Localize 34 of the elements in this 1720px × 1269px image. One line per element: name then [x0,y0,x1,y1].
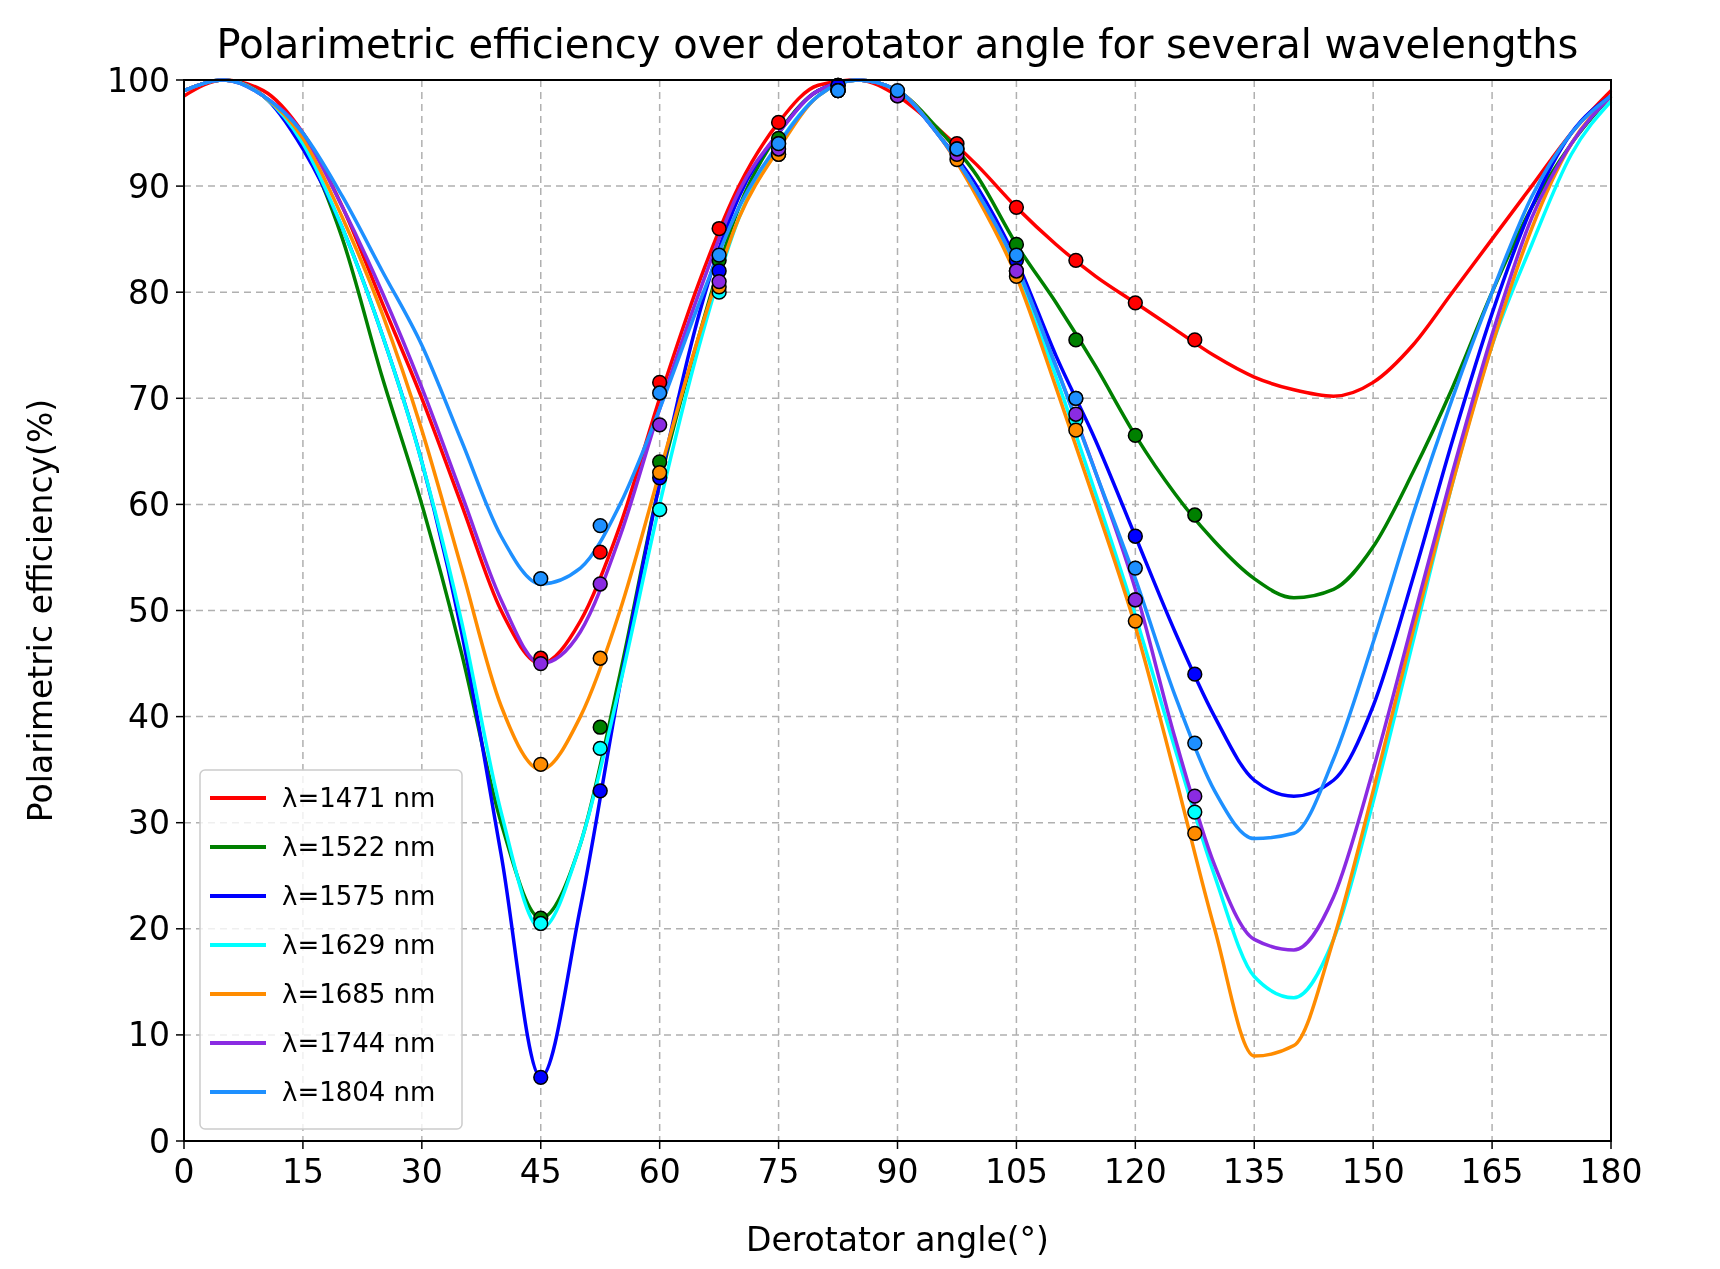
y-tick-label: 70 [128,378,170,418]
y-tick-label: 10 [128,1015,170,1055]
x-tick-label: 75 [757,1152,800,1191]
x-tick-label: 60 [638,1152,681,1191]
y-tick-label: 90 [128,166,170,206]
x-tick-label: 180 [1579,1152,1643,1191]
legend-label: λ=1575 nm [282,881,436,911]
x-tick-label: 0 [173,1152,195,1191]
x-tick-label: 105 [984,1152,1048,1191]
x-tick-label: 90 [876,1152,919,1191]
x-tick-label: 150 [1341,1152,1405,1191]
x-axis-title: Derotator angle(°) [746,1220,1049,1259]
y-tick-label: 60 [128,484,170,524]
y-tick-label: 0 [149,1121,170,1161]
y-tick-label: 20 [128,909,170,949]
y-tick-label: 30 [128,803,170,843]
legend-label: λ=1685 nm [282,979,436,1009]
x-tick-label: 45 [519,1152,562,1191]
x-tick-label: 120 [1103,1152,1167,1191]
x-tick-label: 15 [281,1152,324,1191]
y-tick-label: 100 [107,60,170,100]
legend-label: λ=1744 nm [282,1028,436,1058]
legend-label: λ=1629 nm [282,930,436,960]
legend-label: λ=1471 nm [282,783,436,813]
x-tick-label: 135 [1222,1152,1286,1191]
legend-label: λ=1804 nm [282,1077,436,1107]
x-tick-label: 165 [1460,1152,1524,1191]
y-axis-title: Polarimetric efficiency(%) [21,398,60,823]
y-tick-label: 80 [128,272,170,312]
y-tick-label: 40 [128,697,170,737]
y-tick-label: 50 [128,591,170,631]
x-tick-label: 30 [400,1152,443,1191]
legend-label: λ=1522 nm [282,832,436,862]
chart-title: Polarimetric efficiency over derotator angle for several wavelengths [216,21,1579,67]
